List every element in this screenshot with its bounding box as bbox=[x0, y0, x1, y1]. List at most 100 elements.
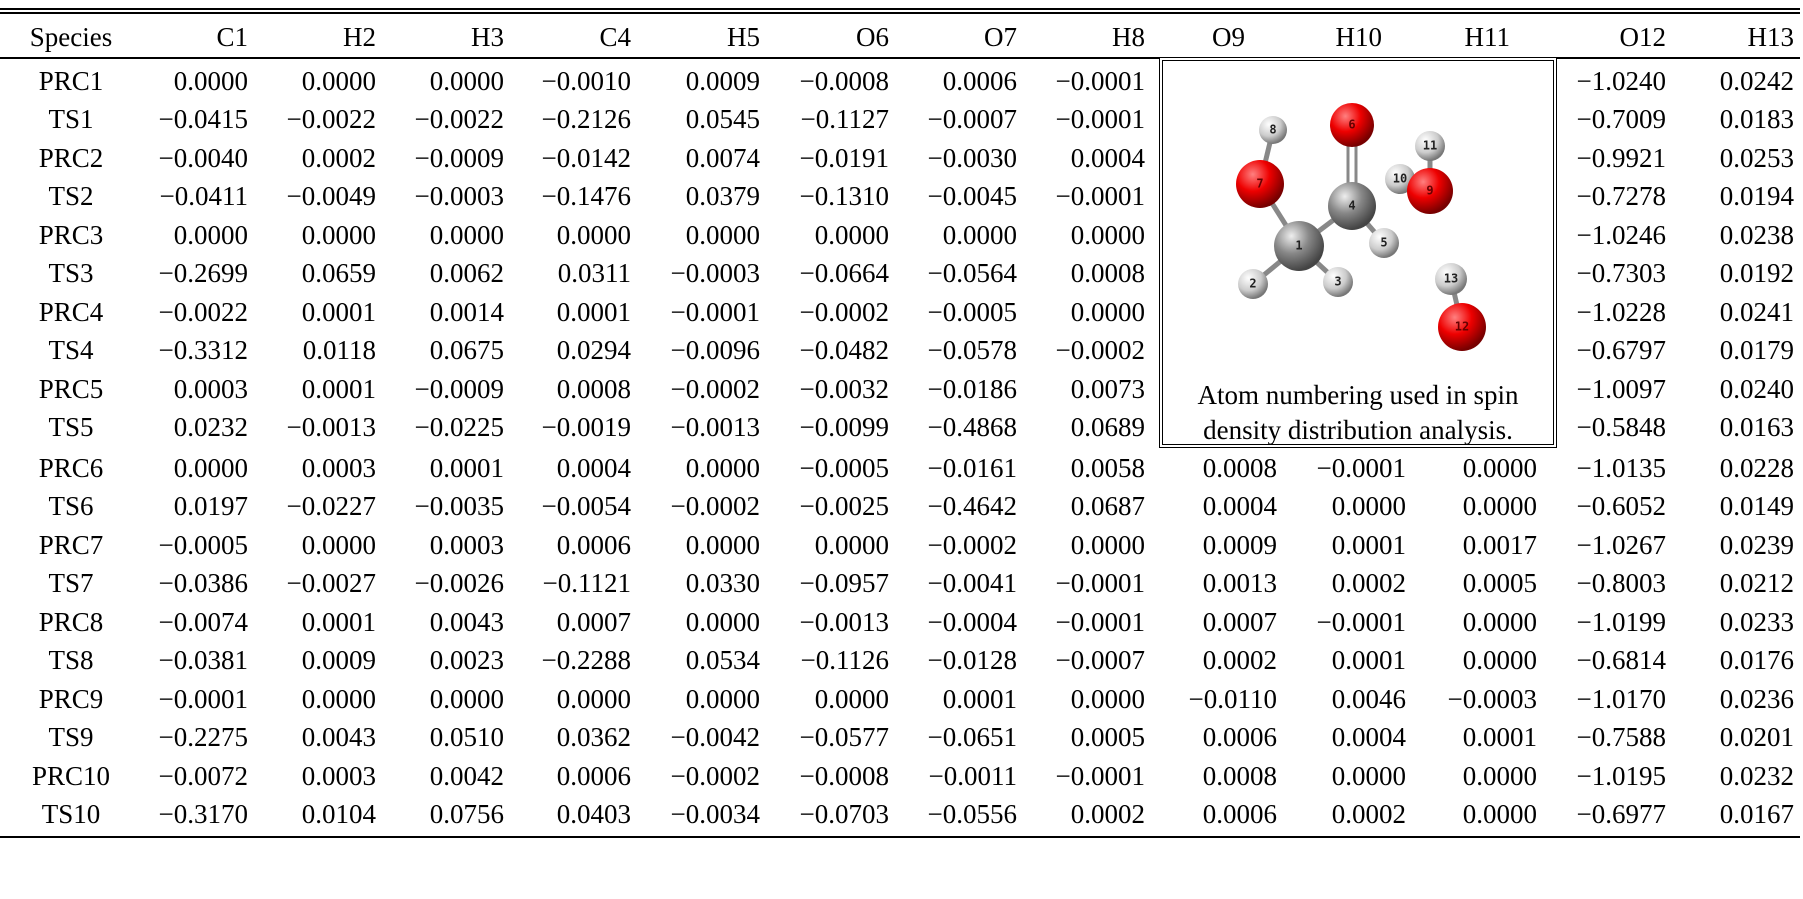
value-cell: 0.0545 bbox=[686, 104, 760, 134]
value-cell: 0.0008 bbox=[1203, 761, 1277, 791]
value-cell: 0.0000 bbox=[1463, 761, 1537, 791]
value-cell: 0.0062 bbox=[430, 258, 504, 288]
value-cell: −0.0578 bbox=[928, 335, 1017, 365]
atoms: 68111079451133212 bbox=[1236, 103, 1486, 351]
column-header: C1 bbox=[216, 22, 248, 52]
value-cell: −0.0002 bbox=[800, 297, 889, 327]
value-cell: −0.0005 bbox=[159, 530, 248, 560]
value-cell: −0.7303 bbox=[1577, 258, 1666, 288]
species-cell: TS9 bbox=[0, 722, 171, 752]
value-cell: 0.0042 bbox=[430, 761, 504, 791]
value-cell: 0.0330 bbox=[686, 568, 760, 598]
value-cell: 0.0023 bbox=[430, 645, 504, 675]
column-header: O6 bbox=[856, 22, 889, 52]
value-cell: 0.0001 bbox=[557, 297, 631, 327]
value-cell: 0.0000 bbox=[302, 530, 376, 560]
value-cell: −0.0386 bbox=[159, 568, 248, 598]
value-cell: −0.0007 bbox=[928, 104, 1017, 134]
value-cell: −0.0001 bbox=[1056, 761, 1145, 791]
value-cell: 0.0149 bbox=[1720, 491, 1794, 521]
value-cell: 0.0212 bbox=[1720, 568, 1794, 598]
value-cell: 0.0294 bbox=[557, 335, 631, 365]
value-cell: −0.0002 bbox=[671, 761, 760, 791]
value-cell: −0.0027 bbox=[287, 568, 376, 598]
value-cell: 0.0002 bbox=[1332, 799, 1406, 829]
value-cell: 0.0074 bbox=[686, 143, 760, 173]
value-cell: 0.0009 bbox=[686, 66, 760, 96]
value-cell: 0.0362 bbox=[557, 722, 631, 752]
value-cell: −0.0002 bbox=[671, 374, 760, 404]
value-cell: −0.0128 bbox=[928, 645, 1017, 675]
atom-label: 13 bbox=[1444, 272, 1458, 286]
value-cell: −0.0013 bbox=[671, 412, 760, 442]
value-cell: 0.0000 bbox=[557, 684, 631, 714]
value-cell: −0.0225 bbox=[415, 412, 504, 442]
value-cell: −0.0002 bbox=[1056, 335, 1145, 365]
column-header: C4 bbox=[599, 22, 631, 52]
value-cell: 0.0000 bbox=[174, 453, 248, 483]
value-cell: 0.0192 bbox=[1720, 258, 1794, 288]
value-cell: 0.0000 bbox=[1071, 530, 1145, 560]
value-cell: 0.0000 bbox=[1071, 297, 1145, 327]
value-cell: −0.0004 bbox=[928, 607, 1017, 637]
value-cell: 0.0241 bbox=[1720, 297, 1794, 327]
value-cell: 0.0017 bbox=[1463, 530, 1537, 560]
value-cell: −0.0191 bbox=[800, 143, 889, 173]
value-cell: 0.0163 bbox=[1720, 412, 1794, 442]
column-header: H3 bbox=[471, 22, 504, 52]
value-cell: −0.0381 bbox=[159, 645, 248, 675]
atom-label: 11 bbox=[1423, 139, 1437, 153]
column-header: H10 bbox=[1336, 22, 1383, 52]
column-header: O9 bbox=[1212, 22, 1245, 52]
value-cell: 0.0000 bbox=[815, 220, 889, 250]
value-cell: 0.0006 bbox=[557, 530, 631, 560]
value-cell: 0.0687 bbox=[1071, 491, 1145, 521]
value-cell: 0.0000 bbox=[815, 530, 889, 560]
value-cell: 0.0179 bbox=[1720, 335, 1794, 365]
value-cell: 0.0000 bbox=[815, 684, 889, 714]
value-cell: −0.0005 bbox=[800, 453, 889, 483]
value-cell: 0.0675 bbox=[430, 335, 504, 365]
value-cell: −0.6052 bbox=[1577, 491, 1666, 521]
value-cell: 0.0233 bbox=[1720, 607, 1794, 637]
value-cell: −0.1476 bbox=[542, 181, 631, 211]
species-cell: TS5 bbox=[0, 412, 171, 442]
value-cell: 0.0008 bbox=[557, 374, 631, 404]
value-cell: −0.4868 bbox=[928, 412, 1017, 442]
page: 68111079451133212 Atom numbering used in… bbox=[0, 0, 1803, 899]
value-cell: 0.0004 bbox=[557, 453, 631, 483]
value-cell: 0.0311 bbox=[558, 258, 631, 288]
value-cell: −0.0042 bbox=[671, 722, 760, 752]
value-cell: −0.2126 bbox=[542, 104, 631, 134]
value-cell: −0.0013 bbox=[287, 412, 376, 442]
value-cell: −0.0010 bbox=[542, 66, 631, 96]
value-cell: 0.0004 bbox=[1332, 722, 1406, 752]
value-cell: −0.0096 bbox=[671, 335, 760, 365]
value-cell: −0.0564 bbox=[928, 258, 1017, 288]
value-cell: −0.0074 bbox=[159, 607, 248, 637]
value-cell: 0.0014 bbox=[430, 297, 504, 327]
value-cell: −0.0009 bbox=[415, 374, 504, 404]
value-cell: 0.0043 bbox=[302, 722, 376, 752]
species-cell: PRC5 bbox=[0, 374, 171, 404]
value-cell: 0.0004 bbox=[1071, 143, 1145, 173]
value-cell: 0.0000 bbox=[1463, 453, 1537, 483]
value-cell: −0.0411 bbox=[160, 181, 248, 211]
column-header: O12 bbox=[1620, 22, 1667, 52]
value-cell: −0.0008 bbox=[800, 761, 889, 791]
value-cell: −1.0267 bbox=[1577, 530, 1666, 560]
value-cell: −0.7009 bbox=[1577, 104, 1666, 134]
value-cell: 0.0006 bbox=[557, 761, 631, 791]
value-cell: 0.0403 bbox=[557, 799, 631, 829]
value-cell: −0.3312 bbox=[159, 335, 248, 365]
atom-label: 9 bbox=[1426, 184, 1433, 198]
value-cell: 0.0000 bbox=[430, 684, 504, 714]
value-cell: 0.0194 bbox=[1720, 181, 1794, 211]
value-cell: −0.0041 bbox=[928, 568, 1017, 598]
value-cell: −0.0003 bbox=[415, 181, 504, 211]
value-cell: 0.0000 bbox=[1463, 799, 1537, 829]
value-cell: −0.0664 bbox=[800, 258, 889, 288]
atom-label: 6 bbox=[1348, 118, 1355, 132]
value-cell: 0.0058 bbox=[1071, 453, 1145, 483]
value-cell: 0.0000 bbox=[557, 220, 631, 250]
